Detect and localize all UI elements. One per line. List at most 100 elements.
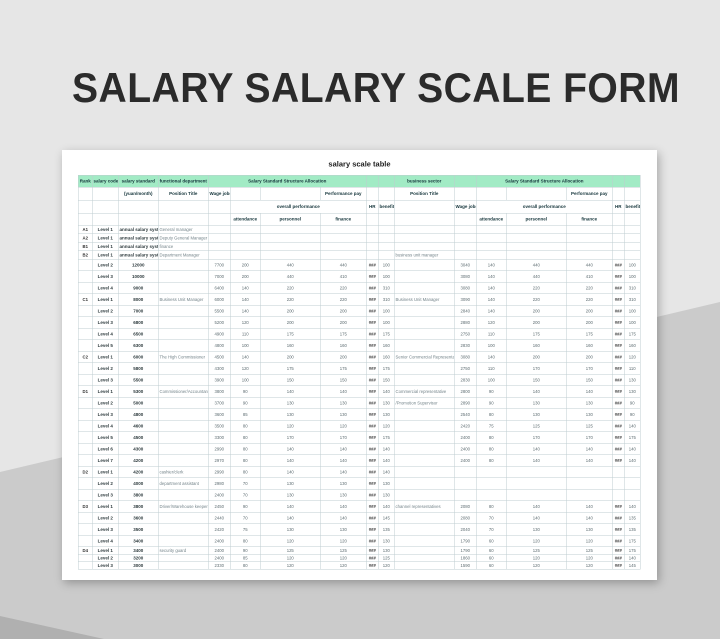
cell: 2980 — [208, 477, 231, 490]
cell: annual salary system — [118, 233, 159, 243]
cell: 140 — [476, 293, 507, 306]
cell: 220 — [506, 282, 567, 294]
cell: 3200 — [118, 554, 159, 562]
table-row: Level 2 12000 7700 200 440 440 ### 100 3040 140 44… — [78, 259, 641, 271]
cell: Level 7 — [92, 454, 119, 467]
header-row-1: Rank salary code salary standard functio… — [78, 175, 641, 188]
cell: General manager — [158, 225, 209, 234]
cell — [394, 546, 455, 555]
cell: 70 — [230, 489, 261, 501]
cell: 130 — [378, 535, 395, 547]
cell: 140 — [624, 420, 641, 432]
page-title: SALARY SALARY SCALE FORM — [72, 64, 680, 111]
cell — [506, 250, 567, 260]
cell: Driver/Warehouse keeper — [158, 500, 209, 513]
cell: 6500 — [118, 328, 159, 340]
cell: 80 — [476, 500, 507, 513]
cell: 6800 — [118, 316, 159, 329]
cell: 4000 — [118, 477, 159, 490]
cell: 135 — [624, 512, 641, 524]
header-spacer — [612, 187, 625, 201]
cell: 120 — [319, 554, 367, 562]
cell: ### — [612, 328, 625, 340]
col-overall-performance-left: overall performance — [229, 200, 367, 214]
table-row: C2 Level 1 6000 The High Commissioner 4500 14… — [78, 351, 641, 363]
cell: ### — [612, 316, 625, 329]
cell — [624, 225, 641, 234]
cell: Level 2 — [92, 259, 119, 271]
cell: D2 — [78, 466, 93, 478]
cell: 130 — [260, 408, 321, 421]
cell: 2540 — [454, 408, 477, 421]
cell: 80 — [476, 431, 507, 444]
cell: 2420 — [208, 523, 231, 536]
cell: 2890 — [454, 397, 477, 409]
cell: 80 — [230, 535, 261, 547]
col-salary-standard: salary standard — [118, 175, 159, 188]
cell: ### — [366, 374, 379, 386]
cell — [566, 242, 613, 251]
cell — [476, 489, 507, 501]
table-row: D2 Level 1 4200 cashier/clerk 2990 80 140 140 ##… — [78, 466, 641, 478]
cell: 170 — [566, 431, 613, 444]
cell: 175 — [319, 362, 367, 375]
table-row: Level 3 5500 3900 100 150 150 ### 150 2830 100 150… — [78, 374, 641, 386]
header-row-3: overall performance HR benefit Wage jobs… — [78, 200, 641, 214]
cell: 125 — [260, 546, 321, 555]
cell: 2440 — [208, 512, 231, 524]
cell: 120 — [378, 561, 395, 570]
cell — [208, 250, 231, 260]
cell: D3 — [78, 500, 93, 513]
cell — [394, 554, 455, 562]
cell — [566, 233, 613, 243]
cell: 120 — [566, 535, 613, 547]
cell: 3600 — [118, 512, 159, 524]
cell: 140 — [260, 500, 321, 513]
cell — [394, 305, 455, 317]
cell: 100 — [624, 270, 641, 283]
cell: ### — [366, 259, 379, 271]
cell: 220 — [260, 282, 321, 294]
cell: Level 1 — [92, 466, 119, 478]
cell: ### — [612, 305, 625, 317]
cell — [319, 225, 367, 234]
cell — [394, 512, 455, 524]
cell: 140 — [378, 500, 395, 513]
cell — [378, 225, 395, 234]
cell: 90 — [230, 397, 261, 409]
cell: 140 — [476, 259, 507, 271]
cell — [158, 512, 209, 524]
cell: 145 — [378, 512, 395, 524]
cell: 120 — [506, 535, 567, 547]
cell: 90 — [476, 385, 507, 398]
cell — [158, 443, 209, 455]
cell: Commercial representative — [394, 385, 455, 398]
cell: Department Manager — [158, 250, 209, 260]
cell: 4900 — [208, 328, 231, 340]
cell — [158, 397, 209, 409]
cell: 7000 — [118, 305, 159, 317]
table-row: Level 7 4200 2970 80 140 140 ### 140 2400 80 140 14… — [78, 454, 641, 467]
cell: 175 — [378, 362, 395, 375]
table-header: Rank salary code salary standard functio… — [78, 175, 641, 226]
cell: 5300 — [118, 385, 159, 398]
header-spacer — [78, 200, 93, 214]
cell — [394, 523, 455, 536]
cell: ### — [612, 443, 625, 455]
cell: 130 — [260, 477, 321, 490]
cell: 140 — [506, 454, 567, 467]
cell: 310 — [624, 282, 641, 294]
cell: 80 — [230, 443, 261, 455]
cell: ### — [366, 454, 379, 467]
cell: ### — [612, 454, 625, 467]
cell: 130 — [506, 397, 567, 409]
cell — [394, 454, 455, 467]
cell: 4300 — [118, 443, 159, 455]
cell: 140 — [378, 454, 395, 467]
cell — [624, 233, 641, 243]
cell — [260, 225, 321, 234]
cell: 7700 — [208, 259, 231, 271]
col-functional-department: functional department — [158, 175, 209, 188]
cell: 110 — [476, 362, 507, 375]
table-row: D3 Level 1 3800 Driver/Warehouse keeper 2450… — [78, 500, 641, 513]
